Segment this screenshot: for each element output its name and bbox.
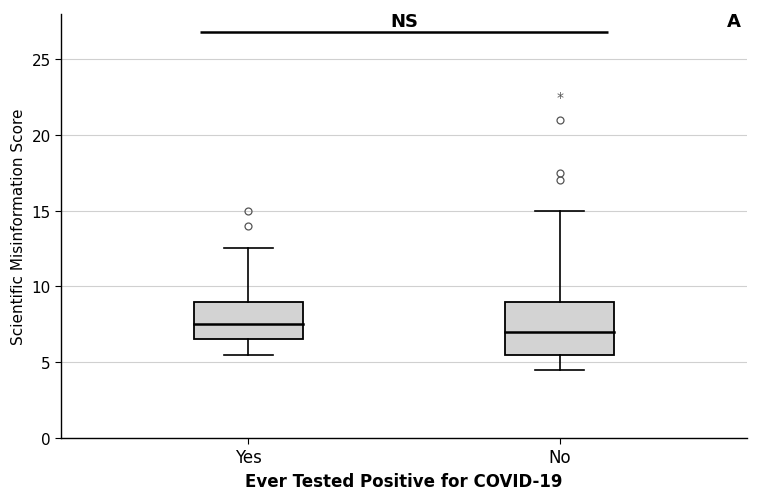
Text: A: A — [727, 13, 741, 31]
Text: *: * — [556, 91, 563, 105]
Text: NS: NS — [390, 13, 418, 31]
Y-axis label: Scientific Misinformation Score: Scientific Misinformation Score — [11, 108, 26, 344]
Bar — [194, 302, 303, 340]
X-axis label: Ever Tested Positive for COVID-19: Ever Tested Positive for COVID-19 — [246, 472, 563, 490]
Bar — [506, 302, 615, 355]
